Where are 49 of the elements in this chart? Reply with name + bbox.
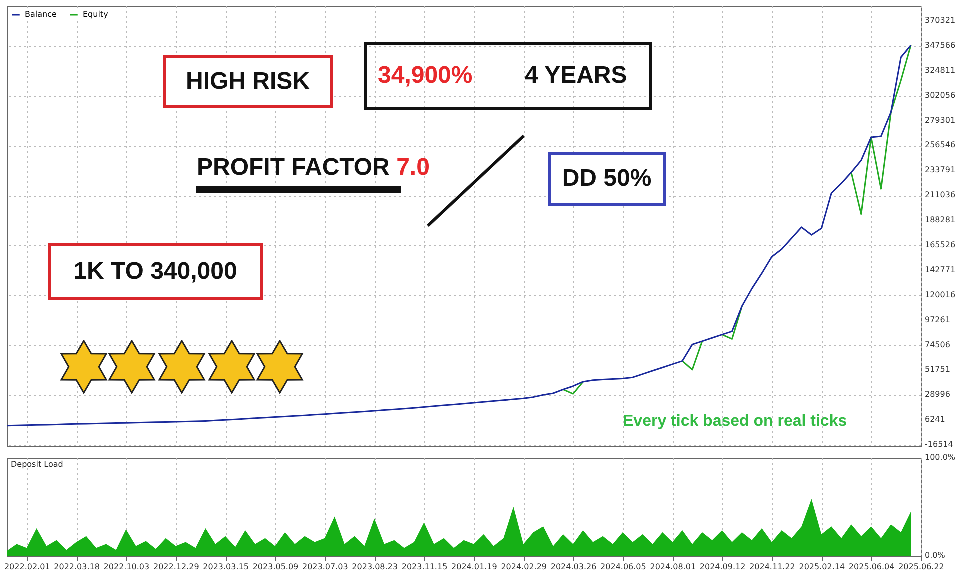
- x-tick-label: 2023.03.15: [203, 562, 249, 572]
- annotation: HIGH RISK: [163, 55, 333, 108]
- y-tick-label: 256546: [925, 140, 956, 150]
- x-tick-label: 2025.06.22: [898, 562, 944, 572]
- y-tick-label: 28996: [925, 390, 950, 400]
- x-tick-label: 2022.02.01: [4, 562, 50, 572]
- x-tick-label: 2025.02.14: [799, 562, 846, 572]
- annotation: Every tick based on real ticks: [623, 413, 848, 431]
- y-tick-label: 233791: [925, 166, 956, 175]
- chart-title: Deposit Load: [11, 460, 64, 469]
- x-tick-label: 2022.12.29: [153, 562, 200, 572]
- x-tick-label: 2024.01.19: [452, 562, 498, 572]
- y-tick-label: 324811: [925, 66, 956, 75]
- annotation: 4 YEARS: [525, 62, 628, 90]
- y-tick-label: 302056: [925, 90, 956, 100]
- y-tick-label: 370321: [925, 16, 956, 25]
- x-tick-label: 2023.11.15: [402, 562, 448, 572]
- y-tick-label: 51751: [925, 365, 950, 374]
- y-tick-label: -16514: [925, 440, 954, 450]
- y-tick-label: 74506: [925, 340, 950, 350]
- x-tick-label: 2022.10.03: [104, 562, 150, 572]
- y-tick-label: 6241: [925, 415, 946, 424]
- y-tick-label: 279301: [925, 116, 956, 125]
- x-tick-label: 2024.08.01: [650, 562, 696, 572]
- x-tick-label: 2023.08.23: [352, 562, 398, 572]
- y-tick-label: 211036: [925, 190, 956, 200]
- x-tick-label: 2025.06.04: [848, 562, 895, 572]
- y-tick-label: 142771: [925, 265, 956, 274]
- x-tick-label: 2024.03.26: [550, 562, 597, 572]
- legend-label: Equity: [83, 10, 109, 19]
- annotation: DD 50%: [548, 152, 666, 206]
- y-tick-label: 347566: [925, 40, 956, 50]
- legend-label: Balance: [25, 10, 57, 19]
- annotation: PROFIT FACTOR 7.0: [197, 154, 430, 181]
- y-tick-label: 0.0%: [925, 551, 946, 560]
- y-tick-label: 188281: [925, 216, 956, 225]
- x-tick-label: 2024.06.05: [600, 562, 646, 572]
- y-tick-label: 97261: [925, 315, 950, 324]
- x-tick-label: 2024.02.29: [501, 562, 548, 572]
- y-tick-label: 165526: [925, 240, 956, 250]
- annotation: 1K TO 340,000: [48, 243, 263, 300]
- x-tick-label: 2023.07.03: [302, 562, 348, 572]
- annotation: 34,900%: [378, 62, 473, 90]
- x-tick-label: 2023.05.09: [252, 562, 299, 572]
- x-tick-label: 2024.11.22: [750, 562, 796, 572]
- x-tick-label: 2022.03.18: [54, 562, 100, 572]
- y-tick-label: 100.0%: [925, 453, 956, 462]
- x-tick-label: 2024.09.12: [700, 562, 746, 572]
- y-tick-label: 120016: [925, 290, 956, 300]
